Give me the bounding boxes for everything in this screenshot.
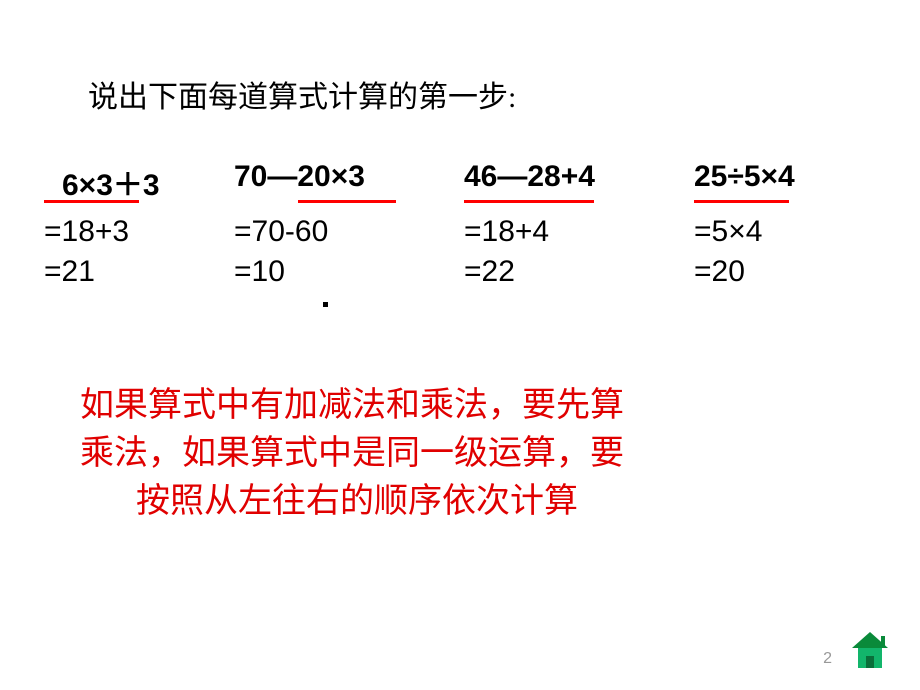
problem-3: 46—28+4 =18+4 =22 [464,160,694,292]
page-title: 说出下面每道算式计算的第一步: [88,72,516,116]
rule-line-3: 按照从左往右的顺序依次计算 [80,478,624,526]
home-icon[interactable] [848,630,892,670]
problem-4: 25÷5×4 =5×4 =20 [694,160,894,292]
underline-4 [694,200,789,203]
center-dot [323,302,328,307]
step-2b: =10 [234,252,464,292]
underline-3 [464,200,594,203]
expr-wrap-4: 25÷5×4 [694,160,894,212]
expr-1: 6×3＋3 [62,160,234,204]
expr-wrap-3: 46—28+4 [464,160,694,212]
step-4a: =5×4 [694,212,894,252]
expr-2: 70—20×3 [234,160,464,194]
home-chimney-icon [881,636,885,646]
rule-line-1: 如果算式中有加减法和乘法，要先算 [80,382,624,430]
home-door-icon [866,656,874,668]
expr-wrap-1: 6×3＋3 [44,160,234,212]
step-4b: =20 [694,252,894,292]
problem-1: 6×3＋3 =18+3 =21 [44,160,234,292]
underline-2 [298,200,396,203]
problems-row: 6×3＋3 =18+3 =21 70—20×3 =70-60 =10 46—28… [44,160,904,292]
expr-wrap-2: 70—20×3 [234,160,464,212]
expr-4: 25÷5×4 [694,160,894,194]
step-2a: =70-60 [234,212,464,252]
step-1a: =18+3 [44,212,234,252]
problem-2: 70—20×3 =70-60 =10 [234,160,464,292]
rule-line-2: 乘法，如果算式中是同一级运算，要 [80,430,624,478]
page-number: 2 [823,650,832,668]
step-3b: =22 [464,252,694,292]
expr-3: 46—28+4 [464,160,694,194]
step-3a: =18+4 [464,212,694,252]
underline-1 [44,200,139,203]
rule-text: 如果算式中有加减法和乘法，要先算 乘法，如果算式中是同一级运算，要 按照从左往右… [80,382,624,526]
step-1b: =21 [44,252,234,292]
